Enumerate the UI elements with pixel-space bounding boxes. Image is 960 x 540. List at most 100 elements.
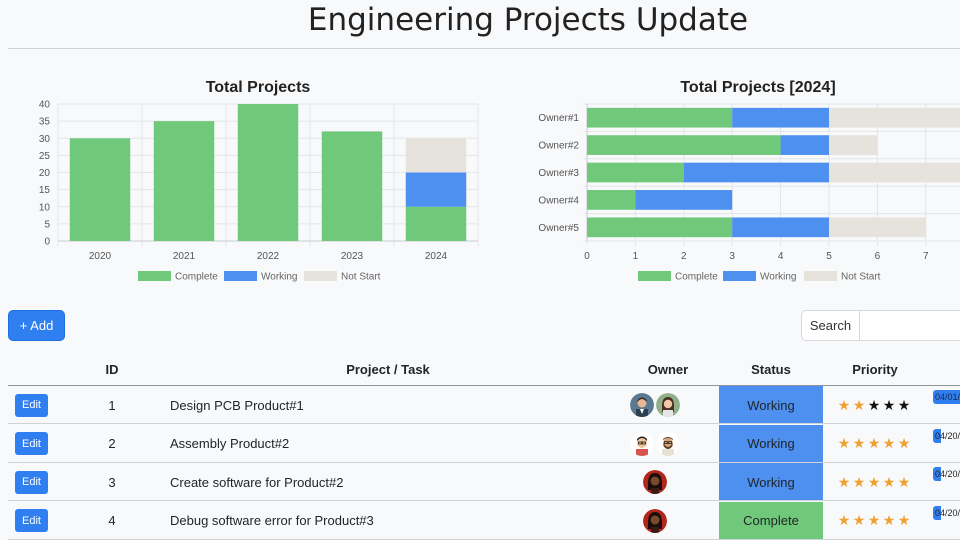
legend-swatch — [638, 271, 671, 281]
y-tick-label: Owner#3 — [538, 168, 579, 179]
priority-rating[interactable]: ★ ★ ★ ★ ★ — [837, 463, 912, 501]
search-input[interactable] — [860, 310, 960, 341]
row-divider — [8, 423, 960, 424]
priority-star-icon[interactable]: ★ — [882, 512, 897, 528]
x-tick-label: 2023 — [341, 251, 364, 262]
bar-complete[interactable] — [69, 138, 131, 241]
bar-complete[interactable] — [587, 107, 733, 128]
owner-avatars — [643, 463, 667, 501]
project-name: Design PCB Product#1 — [170, 397, 304, 413]
bar-complete[interactable] — [587, 162, 684, 183]
edit-button[interactable]: Edit — [15, 432, 48, 455]
y-tick-label: Owner#5 — [538, 223, 579, 234]
x-tick-label: 2021 — [173, 251, 196, 262]
legend-label[interactable]: Complete — [675, 272, 718, 283]
priority-rating[interactable]: ★ ★ ★ ★ ★ — [837, 502, 912, 540]
x-tick-label: 0 — [584, 251, 590, 262]
x-tick-label: 4 — [778, 251, 784, 262]
status-badge: Working — [719, 463, 823, 501]
header-id[interactable]: ID — [105, 361, 119, 377]
bar-complete[interactable] — [321, 131, 383, 241]
header-status[interactable]: Status — [751, 361, 791, 377]
bar-complete[interactable] — [237, 104, 299, 241]
table-row[interactable]: Edit 4 Debug software error for Product#3 C… — [8, 501, 960, 540]
x-tick-label: 2020 — [89, 251, 112, 262]
edit-button[interactable]: Edit — [15, 393, 48, 417]
priority-rating[interactable]: ★ ★ ★ ★ ★ — [837, 386, 912, 424]
priority-star-icon[interactable]: ★ — [867, 512, 882, 528]
project-name: Assembly Product#2 — [170, 436, 290, 451]
bar-working[interactable] — [780, 135, 829, 155]
priority-star-icon[interactable]: ★ — [852, 473, 867, 490]
table-row[interactable]: Edit 3 Create software for Product#2 Workin… — [8, 463, 960, 501]
priority-star-icon[interactable]: ★ — [897, 512, 912, 528]
bar-complete[interactable] — [587, 135, 781, 155]
priority-star-icon[interactable]: ★ — [897, 396, 912, 413]
priority-star-icon[interactable]: ★ — [837, 473, 852, 490]
y-tick-label: 20 — [39, 168, 51, 179]
bar-complete[interactable] — [587, 217, 733, 238]
header-owner[interactable]: Owner — [647, 361, 689, 377]
edit-button[interactable]: Edit — [15, 470, 48, 494]
x-tick-label: 1 — [633, 251, 639, 262]
priority-star-icon[interactable]: ★ — [837, 512, 852, 528]
header-priority[interactable]: Priority — [852, 361, 898, 377]
total-projects-chart: Total Projects 0 5 10 15 20 25 30 35 40 2020 2021 20… — [39, 79, 479, 283]
bar-not-start[interactable] — [829, 217, 926, 238]
bar-not-start[interactable] — [405, 138, 467, 173]
bar-not-start[interactable] — [829, 107, 960, 128]
priority-star-icon[interactable]: ★ — [837, 396, 852, 413]
priority-star-icon[interactable]: ★ — [867, 396, 882, 413]
legend-label[interactable]: Complete — [175, 272, 218, 283]
priority-rating[interactable]: ★ ★ ★ ★ ★ — [837, 425, 912, 463]
edit-button[interactable]: Edit — [15, 509, 48, 532]
priority-star-icon[interactable]: ★ — [867, 473, 882, 490]
bar-not-start[interactable] — [829, 135, 878, 155]
bar-not-start[interactable] — [829, 162, 960, 183]
woman-avatar — [656, 393, 680, 417]
man-suit-avatar — [630, 393, 654, 417]
table-row[interactable]: Edit 1 Design PCB Product#1 Working ★ ★ ★ ★ ★ 04/… — [8, 386, 960, 424]
priority-star-icon[interactable]: ★ — [867, 435, 882, 451]
bar-complete[interactable] — [405, 206, 467, 241]
legend-label[interactable]: Working — [760, 272, 797, 283]
bar-working[interactable] — [732, 107, 829, 128]
priority-star-icon[interactable]: ★ — [852, 512, 867, 528]
legend-label[interactable]: Not Start — [341, 272, 381, 283]
table-row[interactable]: Edit 2 Assembly Product#2 Working ★ ★ ★ ★ ★ 04/20… — [8, 424, 960, 463]
bar-complete[interactable] — [153, 121, 215, 241]
y-tick-label: 0 — [44, 237, 50, 248]
y-tick-label: 30 — [39, 134, 51, 145]
bar-working[interactable] — [405, 172, 467, 207]
x-tick-label: 2 — [681, 251, 687, 262]
priority-star-icon[interactable]: ★ — [852, 435, 867, 451]
y-tick-label: Owner#4 — [538, 195, 579, 206]
priority-star-icon[interactable]: ★ — [837, 435, 852, 451]
legend-label[interactable]: Working — [261, 272, 298, 283]
priority-star-icon[interactable]: ★ — [897, 473, 912, 490]
priority-star-icon[interactable]: ★ — [882, 396, 897, 413]
priority-star-icon[interactable]: ★ — [897, 435, 912, 451]
row-divider — [8, 500, 960, 501]
x-tick-label: 5 — [826, 251, 832, 262]
bar-working[interactable] — [683, 162, 829, 183]
due-date: 04/20/ — [933, 428, 960, 443]
bar-working[interactable] — [635, 190, 733, 210]
title-divider — [8, 48, 960, 49]
man-glasses-avatar — [630, 431, 654, 456]
row-id: 3 — [108, 474, 116, 490]
add-button[interactable]: + Add — [8, 310, 65, 341]
priority-star-icon[interactable]: ★ — [852, 396, 867, 413]
header-project[interactable]: Project / Task — [346, 361, 430, 377]
priority-star-icon[interactable]: ★ — [882, 435, 897, 451]
y-tick-label: Owner#1 — [538, 113, 579, 124]
priority-star-icon[interactable]: ★ — [882, 473, 897, 490]
edit-cell: Edit — [15, 463, 48, 501]
bar-working[interactable] — [732, 217, 829, 238]
legend-label[interactable]: Not Start — [841, 272, 881, 283]
y-tick-label: 15 — [39, 185, 51, 196]
edit-cell: Edit — [15, 502, 48, 540]
page-title: Engineering Projects Update — [307, 2, 749, 38]
bar-complete[interactable] — [587, 190, 636, 210]
